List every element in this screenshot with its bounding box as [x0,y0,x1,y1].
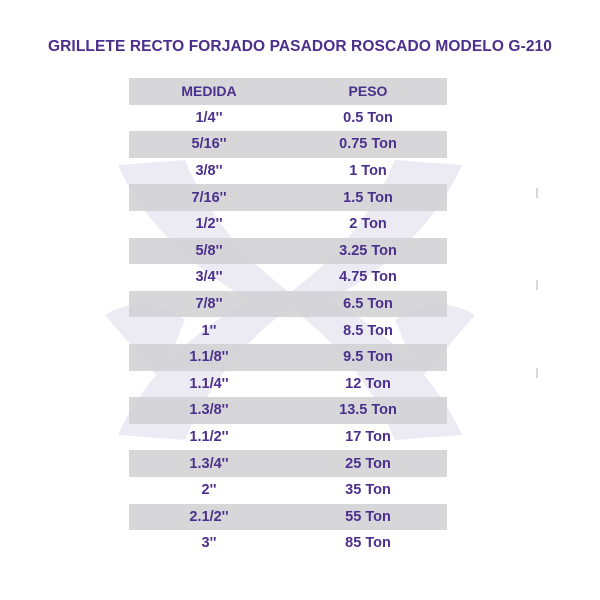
cell-medida: 3/4'' [195,269,223,286]
table-row: 1.1/8'' 9.5 Ton [129,343,447,371]
table-row: 1/4'' 0.5 Ton [129,105,447,132]
cell-peso: 55 Ton [289,503,447,531]
edge-mark [536,368,538,378]
table-row: 2.1/2'' 55 Ton [129,503,447,531]
cell-medida: 1.3/4'' [129,450,289,477]
cell-peso: 4.75 Ton [339,269,397,286]
table-row: 3/4'' 4.75 Ton [129,264,447,291]
header-peso: PESO [289,78,447,105]
table-row: 7/8'' 6.5 Ton [129,290,447,318]
cell-medida: 1.1/2'' [189,429,229,446]
table-row: 1'' 8.5 Ton [129,317,447,344]
table-row: 5/16'' 0.75 Ton [129,131,447,158]
cell-peso: 9.5 Ton [289,343,447,371]
cell-peso: 8.5 Ton [343,322,393,339]
table-row: 3/8'' 1 Ton [129,158,447,185]
cell-peso: 6.5 Ton [289,290,447,318]
cell-peso: 1.5 Ton [289,184,447,211]
edge-mark [536,280,538,290]
cell-peso: 12 Ton [345,375,391,392]
cell-medida: 5/16'' [129,131,289,158]
table-row: 7/16'' 1.5 Ton [129,184,447,211]
table-row: 3'' 85 Ton [129,530,447,557]
table-row: 1.3/4'' 25 Ton [129,450,447,477]
cell-medida: 1.3/8'' [129,397,289,424]
specifications-table: MEDIDA PESO 1/4'' 0.5 Ton 5/16'' 0.75 Ton 3/… [129,78,447,557]
header-medida: MEDIDA [129,78,289,105]
cell-peso: 13.5 Ton [289,397,447,424]
cell-peso: 1 Ton [349,163,387,180]
cell-peso: 2 Ton [349,216,387,233]
cell-medida: 2'' [201,482,217,499]
table-row: 1.1/4'' 12 Ton [129,371,447,398]
cell-peso: 85 Ton [345,535,391,552]
cell-medida: 1/4'' [195,109,223,126]
edge-mark [536,188,538,198]
cell-medida: 2.1/2'' [129,503,289,531]
table-header-row: MEDIDA PESO [129,78,447,105]
table-row: 5/8'' 3.25 Ton [129,237,447,265]
table-row: 1.3/8'' 13.5 Ton [129,397,447,424]
table-body: 1/4'' 0.5 Ton 5/16'' 0.75 Ton 3/8'' 1 Ton 7/16… [129,105,447,557]
cell-medida: 1.1/4'' [189,375,229,392]
table-row: 1.1/2'' 17 Ton [129,424,447,451]
cell-medida: 3'' [201,535,217,552]
cell-medida: 3/8'' [195,163,223,180]
table-row: 2'' 35 Ton [129,477,447,504]
cell-peso: 3.25 Ton [289,237,447,265]
cell-peso: 25 Ton [289,450,447,477]
cell-medida: 7/16'' [129,184,289,211]
table-row: 1/2'' 2 Ton [129,211,447,238]
cell-medida: 1.1/8'' [129,343,289,371]
cell-medida: 1'' [201,322,217,339]
page-title: GRILLETE RECTO FORJADO PASADOR ROSCADO M… [47,38,552,55]
cell-medida: 5/8'' [129,237,289,265]
cell-peso: 0.5 Ton [343,109,393,126]
cell-peso: 17 Ton [345,429,391,446]
cell-medida: 1/2'' [195,216,223,233]
cell-peso: 0.75 Ton [289,131,447,158]
cell-peso: 35 Ton [345,482,391,499]
cell-medida: 7/8'' [129,290,289,318]
